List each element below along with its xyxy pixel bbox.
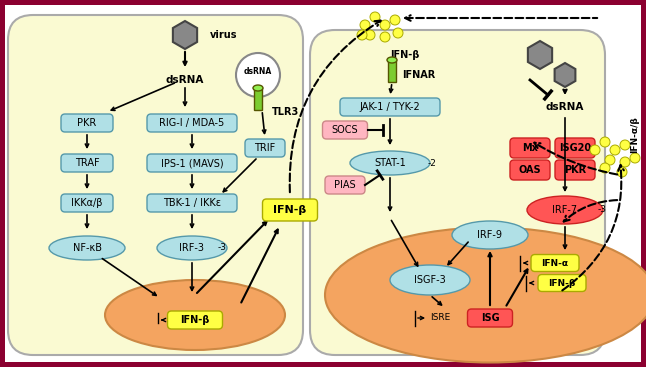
Text: ISRE: ISRE — [430, 313, 450, 323]
Circle shape — [610, 145, 620, 155]
Text: STAT-1: STAT-1 — [374, 158, 406, 168]
Text: IFN-β: IFN-β — [273, 205, 307, 215]
Circle shape — [605, 155, 615, 165]
Text: JAK-1 / TYK-2: JAK-1 / TYK-2 — [360, 102, 421, 112]
Circle shape — [380, 32, 390, 42]
Ellipse shape — [452, 221, 528, 249]
FancyBboxPatch shape — [245, 139, 285, 157]
Text: dsRNA: dsRNA — [244, 68, 272, 76]
FancyBboxPatch shape — [468, 309, 512, 327]
FancyBboxPatch shape — [61, 114, 113, 132]
Text: NF-κB: NF-κB — [72, 243, 101, 253]
FancyBboxPatch shape — [538, 275, 586, 291]
Text: dsRNA: dsRNA — [546, 102, 584, 112]
Circle shape — [630, 153, 640, 163]
Text: IFN-α: IFN-α — [541, 258, 568, 268]
Circle shape — [390, 15, 400, 25]
Circle shape — [370, 12, 380, 22]
Bar — [388, 60, 396, 82]
FancyBboxPatch shape — [61, 154, 113, 172]
FancyBboxPatch shape — [555, 138, 595, 158]
Text: -3: -3 — [218, 243, 227, 252]
Text: IPS-1 (MAVS): IPS-1 (MAVS) — [161, 158, 224, 168]
FancyBboxPatch shape — [555, 160, 595, 180]
Ellipse shape — [390, 265, 470, 295]
Ellipse shape — [49, 236, 125, 260]
Text: PIAS: PIAS — [334, 180, 356, 190]
Polygon shape — [528, 41, 552, 69]
Circle shape — [380, 20, 390, 30]
Circle shape — [393, 28, 403, 38]
FancyBboxPatch shape — [510, 138, 550, 158]
Text: TLR3: TLR3 — [272, 107, 299, 117]
Text: IKKα/β: IKKα/β — [71, 198, 103, 208]
Circle shape — [236, 53, 280, 97]
FancyBboxPatch shape — [167, 311, 222, 329]
FancyBboxPatch shape — [147, 114, 237, 132]
Text: OAS: OAS — [519, 165, 541, 175]
Text: IFN-β: IFN-β — [180, 315, 210, 325]
Ellipse shape — [527, 196, 603, 224]
FancyBboxPatch shape — [8, 15, 303, 355]
Text: IRF-3: IRF-3 — [180, 243, 205, 253]
Ellipse shape — [350, 151, 430, 175]
Text: IFNAR: IFNAR — [402, 70, 435, 80]
Circle shape — [620, 140, 630, 150]
Text: ISGF-3: ISGF-3 — [414, 275, 446, 285]
Text: virus: virus — [210, 30, 238, 40]
Circle shape — [357, 30, 367, 40]
Text: PKR: PKR — [564, 165, 586, 175]
Text: ISG: ISG — [481, 313, 499, 323]
Circle shape — [590, 145, 600, 155]
FancyBboxPatch shape — [531, 254, 579, 272]
Text: IFN-β: IFN-β — [548, 279, 576, 287]
FancyBboxPatch shape — [325, 176, 365, 194]
FancyBboxPatch shape — [322, 121, 368, 139]
Text: IFN-α/β: IFN-α/β — [630, 117, 639, 153]
Ellipse shape — [105, 280, 285, 350]
FancyBboxPatch shape — [262, 199, 317, 221]
Text: IRF-7: IRF-7 — [552, 205, 578, 215]
FancyBboxPatch shape — [147, 194, 237, 212]
Text: -2: -2 — [428, 159, 437, 167]
FancyBboxPatch shape — [61, 194, 113, 212]
Circle shape — [360, 20, 370, 30]
FancyBboxPatch shape — [310, 30, 605, 355]
Text: -3: -3 — [598, 206, 607, 214]
FancyBboxPatch shape — [510, 160, 550, 180]
Circle shape — [600, 163, 610, 173]
Bar — [254, 88, 262, 110]
Ellipse shape — [253, 85, 263, 91]
Text: dsRNA: dsRNA — [166, 75, 204, 85]
Text: ISG20: ISG20 — [559, 143, 591, 153]
Ellipse shape — [387, 57, 397, 63]
Text: TBK-1 / IKKε: TBK-1 / IKKε — [163, 198, 221, 208]
Circle shape — [620, 157, 630, 167]
Text: TRAF: TRAF — [75, 158, 99, 168]
FancyBboxPatch shape — [340, 98, 440, 116]
FancyBboxPatch shape — [147, 154, 237, 172]
Polygon shape — [555, 63, 576, 87]
Circle shape — [365, 30, 375, 40]
Circle shape — [600, 137, 610, 147]
Text: RIG-I / MDA-5: RIG-I / MDA-5 — [160, 118, 225, 128]
Text: SOCS: SOCS — [331, 125, 359, 135]
Text: Mx: Mx — [522, 143, 538, 153]
Text: IFN-β: IFN-β — [390, 50, 419, 60]
Text: TRIF: TRIF — [255, 143, 276, 153]
Text: PKR: PKR — [78, 118, 97, 128]
Polygon shape — [173, 21, 197, 49]
Circle shape — [617, 167, 627, 177]
Ellipse shape — [157, 236, 227, 260]
Text: IRF-9: IRF-9 — [477, 230, 503, 240]
Ellipse shape — [325, 228, 646, 363]
